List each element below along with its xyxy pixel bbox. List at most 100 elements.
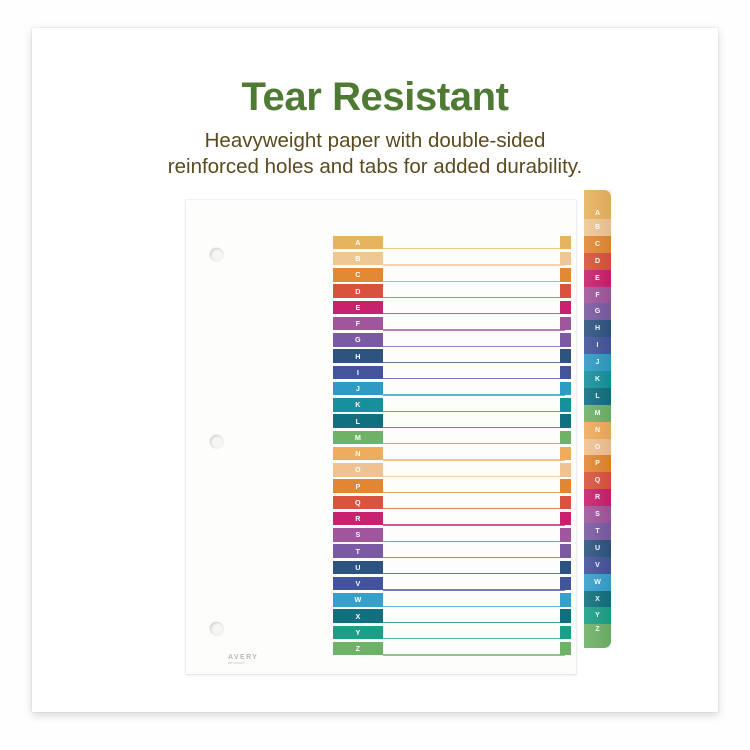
divider-row: G (333, 333, 571, 349)
divider-tab[interactable]: E (584, 269, 611, 287)
avery-logo-tagline: dennison (228, 661, 245, 665)
divider-tab-label: S (595, 511, 600, 519)
divider-row-end-block (560, 430, 571, 444)
divider-row-rule (383, 345, 565, 347)
divider-row-label-block: S (333, 528, 383, 542)
divider-tab[interactable]: P (584, 455, 611, 473)
divider-tab[interactable]: G (584, 303, 611, 321)
divider-row-end-block (560, 316, 571, 331)
divider-row: W (333, 593, 571, 609)
divider-row-end-block (560, 446, 571, 461)
divider-tab[interactable]: X (584, 590, 611, 608)
divider-tab-label: J (595, 359, 600, 367)
divider-row-rule (383, 475, 565, 477)
divider-row-rule (383, 410, 565, 412)
divider-tab[interactable]: M (584, 404, 611, 422)
divider-tab[interactable]: K (584, 371, 611, 388)
divider-tab[interactable]: T (584, 523, 611, 540)
divider-tab-label: L (595, 392, 600, 400)
divider-tab[interactable]: W (584, 573, 611, 591)
divider-row: T (333, 544, 571, 560)
divider-row-rule (383, 361, 565, 364)
divider-tab[interactable]: O (584, 438, 611, 456)
divider-row-rule (383, 540, 565, 542)
divider-tab[interactable]: S (584, 506, 611, 524)
divider-tab[interactable]: Q (584, 472, 611, 490)
divider-row-rule (383, 296, 565, 299)
divider-tab[interactable]: U (584, 539, 611, 557)
divider-row: K (333, 398, 571, 414)
divider-row-label-block: Q (333, 495, 383, 509)
divider-row-label-block: Z (333, 641, 383, 656)
divider-tab-label: I (596, 342, 599, 350)
divider-row-label-block: N (333, 446, 383, 461)
page-subtitle: Heavyweight paper with double-sided rein… (32, 128, 718, 180)
divider-row: H (333, 349, 571, 365)
divider-row-label-block: B (333, 251, 383, 266)
divider-row-label-block: E (333, 300, 383, 314)
divider-tab-label: U (594, 544, 601, 552)
divider-row-end-block (560, 641, 571, 656)
divider-row-end-block (560, 479, 571, 493)
divider-row: R (333, 511, 571, 527)
divider-row: C (333, 268, 571, 284)
divider-tab-label: Y (595, 612, 600, 620)
divider-row-label-block: O (333, 463, 383, 477)
divider-row-rule (383, 556, 565, 559)
divider-row-label-block: V (333, 576, 383, 591)
divider-row-end-block (560, 381, 571, 396)
divider-tab[interactable]: F (584, 286, 611, 304)
divider-row-end-block (560, 251, 571, 266)
divider-row-rule (383, 491, 565, 494)
divider-row-rule (383, 426, 565, 429)
divider-row: F (333, 316, 571, 332)
divider-row-rule (383, 654, 565, 656)
divider-row-label-block: W (333, 593, 383, 607)
divider-row: Q (333, 495, 571, 511)
divider-row-label-block: D (333, 284, 383, 298)
divider-tab-label: H (594, 325, 601, 333)
divider-tab[interactable]: R (584, 489, 611, 507)
divider-tab[interactable]: H (584, 320, 611, 338)
divider-row-label-block: K (333, 398, 383, 412)
divider-tab-label: G (594, 308, 601, 316)
divider-row-end-block (560, 609, 571, 623)
divider-row-label-block: U (333, 560, 383, 574)
divider-row-rule (383, 313, 565, 315)
divider-tab-label: N (594, 426, 601, 434)
divider-row-rule (383, 443, 565, 445)
divider-tab[interactable]: A (584, 190, 611, 219)
divider-tab[interactable]: Y (584, 607, 611, 625)
divider-tab[interactable]: C (584, 235, 611, 253)
divider-tab-label: D (594, 257, 601, 265)
binder-hole-middle (210, 435, 223, 448)
divider-tab[interactable]: L (584, 387, 611, 405)
product-card: Tear Resistant Heavyweight paper with do… (32, 28, 718, 712)
divider-tab[interactable]: V (584, 556, 611, 574)
divider-tab[interactable]: I (584, 337, 611, 355)
divider-row-end-block (560, 593, 571, 607)
divider-tab[interactable]: Z (584, 624, 611, 649)
divider-row-rule (383, 378, 565, 380)
divider-tab[interactable]: D (584, 252, 611, 270)
divider-row-label-block: H (333, 349, 383, 363)
divider-row-end-block (560, 398, 571, 412)
binder-hole-top (210, 248, 223, 261)
divider-row-rule (383, 524, 565, 526)
divider-row: X (333, 609, 571, 625)
divider-tab[interactable]: N (584, 421, 611, 439)
divider-row-rule (383, 621, 565, 624)
divider-row: A (333, 235, 571, 251)
divider-row-end-block (560, 349, 571, 363)
divider-tab[interactable]: B (584, 219, 611, 236)
divider-tab-label: T (595, 527, 600, 535)
divider-row-end-block (560, 268, 571, 282)
divider-row-end-block (560, 576, 571, 591)
divider-tab[interactable]: J (584, 354, 611, 372)
divider-row-end-block (560, 544, 571, 558)
divider-tab-label: Q (594, 477, 601, 485)
divider-tab-label: Z (595, 626, 600, 634)
divider-row-label-block: M (333, 430, 383, 444)
